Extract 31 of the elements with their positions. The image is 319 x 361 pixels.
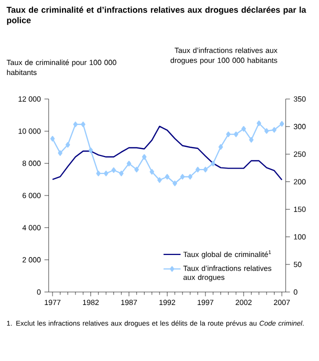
point: [280, 121, 284, 127]
point: [80, 122, 86, 128]
point: [119, 170, 124, 176]
point: [66, 142, 70, 148]
point: [134, 166, 139, 172]
point: [126, 160, 132, 166]
point: [241, 126, 246, 132]
point: [157, 177, 162, 183]
point: [196, 166, 200, 172]
point: [226, 132, 231, 138]
point: [111, 167, 116, 173]
point: [264, 128, 269, 134]
point: [218, 144, 223, 150]
point: [272, 127, 276, 133]
point: [234, 132, 238, 138]
point: [96, 170, 101, 176]
point: [180, 174, 185, 180]
point: [249, 137, 254, 143]
point: [164, 174, 170, 180]
point: [73, 122, 78, 128]
point: [256, 120, 262, 126]
point: [104, 170, 108, 176]
point: [188, 174, 192, 180]
point: [203, 166, 208, 172]
point: [150, 169, 154, 175]
point: [142, 154, 147, 160]
point: [58, 150, 62, 156]
point: [172, 180, 178, 186]
chart-title: Taux de criminalité et d’infractions relatives aux drogues déclarées par la police: [6, 6, 306, 25]
point: [50, 136, 55, 142]
point: [210, 160, 216, 166]
